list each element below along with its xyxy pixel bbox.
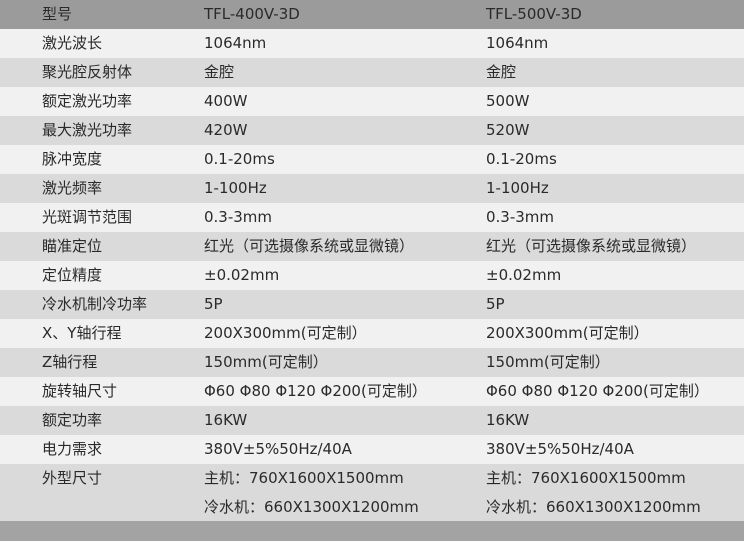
table-row: 激光波长 1064nm 1064nm xyxy=(0,29,744,58)
row-label: 激光频率 xyxy=(42,179,103,197)
row-value: 冷水机：660X1300X1200mm xyxy=(204,498,419,516)
table-row: 旋转轴尺寸 Φ60 Φ80 Φ120 Φ200(可定制） Φ60 Φ80 Φ120 … xyxy=(0,377,744,406)
row-label: 激光波长 xyxy=(42,34,103,52)
row-label: 瞄准定位 xyxy=(42,237,103,255)
row-label: 电力需求 xyxy=(42,440,103,458)
row-value: 红光（可选摄像系统或显微镜） xyxy=(204,237,415,255)
row-label: 聚光腔反射体 xyxy=(42,63,133,81)
row-value: 380V±5%50Hz/40A xyxy=(204,440,352,458)
row-value: 200X300mm(可定制） xyxy=(204,324,367,342)
row-value: 16KW xyxy=(486,411,530,429)
row-value: 0.3-3mm xyxy=(204,208,273,226)
row-label: X、Y轴行程 xyxy=(42,324,122,342)
footer-bar xyxy=(0,521,744,541)
row-value: 金腔 xyxy=(204,63,235,81)
table-row: 光斑调节范围 0.3-3mm 0.3-3mm xyxy=(0,203,744,232)
row-value: Φ60 Φ80 Φ120 Φ200(可定制） xyxy=(486,382,709,400)
row-value: 冷水机：660X1300X1200mm xyxy=(486,498,701,516)
header-cell: 型号 xyxy=(42,5,73,23)
row-value: 520W xyxy=(486,121,530,139)
row-label: 冷水机制冷功率 xyxy=(42,295,148,313)
row-value: 5P xyxy=(486,295,505,313)
row-value: 1-100Hz xyxy=(486,179,549,197)
table-row: 定位精度 ±0.02mm ±0.02mm xyxy=(0,261,744,290)
header-cell: TFL-400V-3D xyxy=(204,5,300,23)
table-row: 冷水机制冷功率 5P 5P xyxy=(0,290,744,319)
table-row: 额定激光功率 400W 500W xyxy=(0,87,744,116)
header-cell: TFL-500V-3D xyxy=(486,5,582,23)
table-row: 最大激光功率 420W 520W xyxy=(0,116,744,145)
row-value: 150mm(可定制） xyxy=(204,353,328,371)
row-label: 旋转轴尺寸 xyxy=(42,382,118,400)
table-row: X、Y轴行程 200X300mm(可定制） 200X300mm(可定制） xyxy=(0,319,744,348)
row-value: 主机：760X1600X1500mm xyxy=(204,469,404,487)
row-value: 0.3-3mm xyxy=(486,208,555,226)
row-value: 0.1-20ms xyxy=(486,150,557,168)
row-value: 红光（可选摄像系统或显微镜） xyxy=(486,237,697,255)
row-value: 380V±5%50Hz/40A xyxy=(486,440,634,458)
row-label: Z轴行程 xyxy=(42,353,98,371)
row-value: 5P xyxy=(204,295,223,313)
row-label: 定位精度 xyxy=(42,266,103,284)
row-value: 主机：760X1600X1500mm xyxy=(486,469,686,487)
row-label: 光斑调节范围 xyxy=(42,208,133,226)
row-value: ±0.02mm xyxy=(486,266,562,284)
table-row: Z轴行程 150mm(可定制） 150mm(可定制） xyxy=(0,348,744,377)
row-value: 金腔 xyxy=(486,63,517,81)
row-value: 200X300mm(可定制） xyxy=(486,324,649,342)
table-row: 额定功率 16KW 16KW xyxy=(0,406,744,435)
row-value: 16KW xyxy=(204,411,248,429)
row-value: ±0.02mm xyxy=(204,266,280,284)
row-value: 1064nm xyxy=(486,34,549,52)
row-label: 外型尺寸 xyxy=(42,469,103,487)
row-value: 420W xyxy=(204,121,248,139)
row-value: 1-100Hz xyxy=(204,179,267,197)
row-label: 最大激光功率 xyxy=(42,121,133,139)
table-row: 瞄准定位 红光（可选摄像系统或显微镜） 红光（可选摄像系统或显微镜） xyxy=(0,232,744,261)
table-row: 外型尺寸 主机：760X1600X1500mm 冷水机：660X1300X1200m… xyxy=(0,464,744,521)
row-value: 150mm(可定制） xyxy=(486,353,610,371)
row-value: Φ60 Φ80 Φ120 Φ200(可定制） xyxy=(204,382,427,400)
row-label: 额定激光功率 xyxy=(42,92,133,110)
row-value: 0.1-20ms xyxy=(204,150,275,168)
row-value: 400W xyxy=(204,92,248,110)
table-row: 聚光腔反射体 金腔 金腔 xyxy=(0,58,744,87)
row-label: 脉冲宽度 xyxy=(42,150,103,168)
table-row: 脉冲宽度 0.1-20ms 0.1-20ms xyxy=(0,145,744,174)
table-row: 电力需求 380V±5%50Hz/40A 380V±5%50Hz/40A xyxy=(0,435,744,464)
header-row: 型号 TFL-400V-3D TFL-500V-3D xyxy=(0,0,744,29)
row-label: 额定功率 xyxy=(42,411,103,429)
row-value: 1064nm xyxy=(204,34,267,52)
table-row: 激光频率 1-100Hz 1-100Hz xyxy=(0,174,744,203)
row-value: 500W xyxy=(486,92,530,110)
